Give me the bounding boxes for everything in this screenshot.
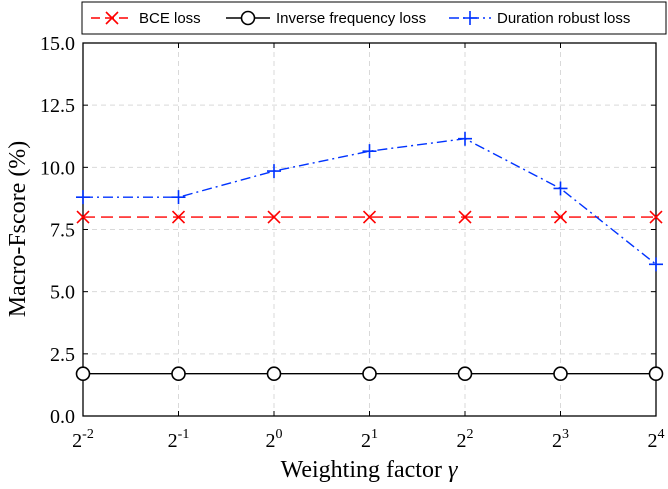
- data-point-inverse-frequency: [457, 366, 473, 382]
- legend-item-inverse-frequency: Inverse frequency loss: [226, 10, 426, 27]
- data-point-bce: [362, 210, 377, 224]
- legend-bce-marker: [105, 11, 119, 25]
- data-point-inverse-frequency: [553, 366, 568, 382]
- y-tick-label: 15.0: [40, 33, 75, 55]
- grid-lines: [83, 43, 656, 416]
- x-tick-label: 24: [648, 427, 665, 452]
- data-point-inverse-frequency: [266, 366, 282, 382]
- data-point-inverse-frequency: [648, 366, 664, 382]
- data-point-bce: [267, 210, 281, 224]
- legend-duration-marker: [463, 11, 477, 25]
- x-tick-label: 23: [552, 427, 569, 452]
- y-tick-label: 2.5: [50, 344, 75, 366]
- data-point-duration-robust: [458, 131, 472, 146]
- data-point-duration-robust: [267, 164, 281, 179]
- legend-item-bce: BCE loss: [91, 10, 201, 27]
- y-axis-label: Macro-Fscore (%): [5, 141, 31, 318]
- data-point-bce: [76, 210, 90, 224]
- y-tick-label: 12.5: [40, 95, 75, 117]
- legend-inverse-label: Inverse frequency loss: [276, 10, 426, 27]
- y-tick-label: 10.0: [40, 157, 75, 179]
- x-axis-ticks: 2-2 2-1 20 21 22 23 24: [72, 43, 665, 452]
- data-point-bce: [171, 210, 186, 224]
- data-point-inverse-frequency: [362, 366, 377, 382]
- y-tick-label: 0.0: [50, 406, 75, 428]
- data-point-bce: [458, 210, 472, 224]
- x-tick-label: 2-1: [168, 427, 190, 452]
- x-axis-label-symbol: γ: [448, 457, 458, 483]
- data-point-bce: [553, 210, 568, 224]
- data-point-duration-robust: [362, 144, 377, 159]
- data-point-bce: [649, 210, 663, 224]
- data-point-inverse-frequency: [171, 366, 186, 382]
- y-tick-label: 5.0: [50, 282, 75, 304]
- legend-inverse-marker: [240, 10, 256, 26]
- legend-duration-label: Duration robust loss: [497, 10, 630, 27]
- data-point-duration-robust: [649, 257, 663, 272]
- y-tick-label: 7.5: [50, 220, 75, 242]
- x-tick-label: 2-2: [72, 427, 94, 452]
- data-point-duration-robust: [76, 190, 90, 205]
- legend-item-duration-robust: Duration robust loss: [449, 10, 630, 27]
- series-group: [75, 131, 664, 382]
- x-tick-label: 21: [361, 427, 378, 452]
- data-point-duration-robust: [171, 190, 186, 205]
- x-axis-label: Weighting factor γ: [281, 457, 458, 483]
- data-point-duration-robust: [553, 181, 568, 196]
- y-axis-ticks: 0.0 2.5 5.0 7.5 10.0 12.5 15.0: [40, 33, 656, 428]
- legend-box: [81, 1, 667, 35]
- x-tick-label: 22: [457, 427, 474, 452]
- data-point-inverse-frequency: [75, 366, 91, 382]
- x-tick-label: 20: [266, 427, 283, 452]
- legend: BCE loss Inverse frequency loss Duration…: [81, 1, 667, 35]
- legend-bce-label: BCE loss: [139, 10, 201, 27]
- x-axis-label-text: Weighting factor: [281, 457, 448, 483]
